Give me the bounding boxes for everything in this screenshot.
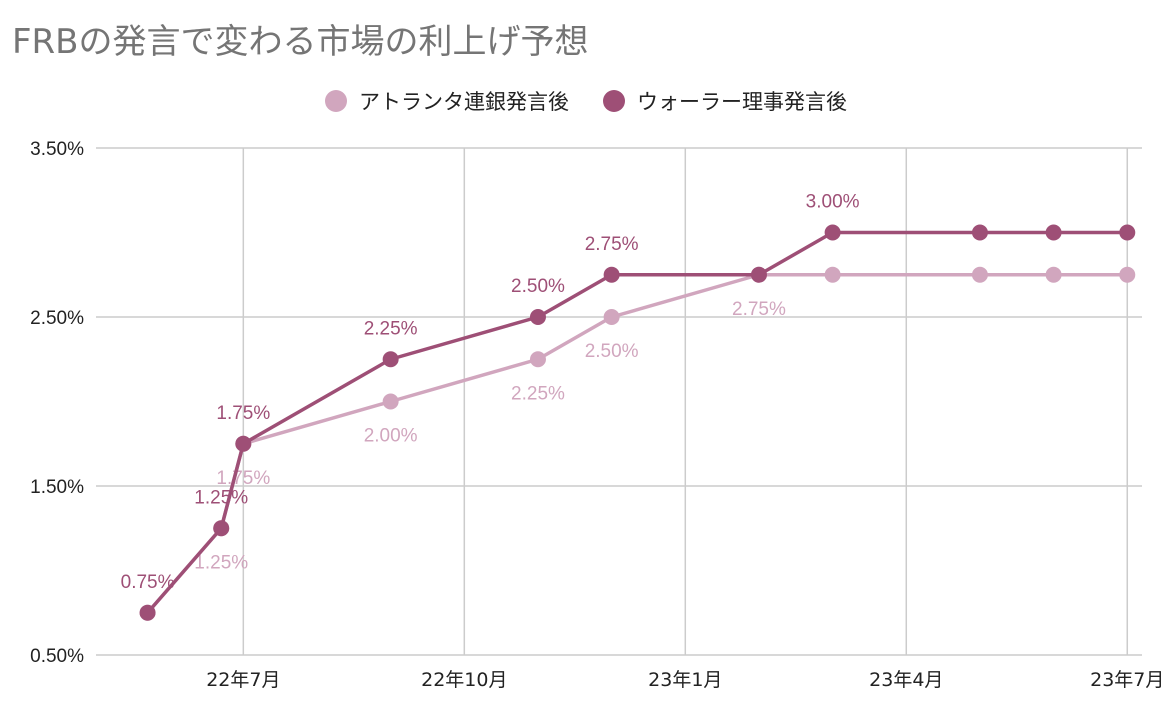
x-tick-label: 23年1月: [648, 669, 722, 691]
data-label-0: 1.25%: [194, 552, 248, 573]
data-point-1: [529, 309, 546, 325]
x-tick-label: 22年10月: [421, 669, 507, 691]
data-point-0: [971, 266, 988, 283]
data-label-1: 2.50%: [511, 276, 565, 297]
data-label-0: 2.00%: [364, 426, 418, 447]
y-tick-label: 0.50%: [30, 646, 84, 667]
x-tick-label: 23年7月: [1090, 669, 1164, 691]
data-point-0: [1045, 266, 1062, 283]
data-label-1: 3.00%: [806, 192, 860, 213]
y-tick-label: 1.50%: [30, 477, 84, 498]
legend-label-waller: ウォーラー理事発言後: [637, 90, 847, 114]
legend-label-atlanta: アトランタ連銀発言後: [359, 90, 569, 114]
series-line-1: [146, 230, 1128, 614]
data-label-0: 2.25%: [511, 383, 565, 404]
data-point-1: [603, 266, 620, 283]
data-point-0: [1119, 266, 1136, 283]
data-point-0: [529, 351, 546, 368]
data-point-1: [213, 520, 230, 537]
data-label-1: 0.75%: [121, 572, 175, 593]
x-tick-label: 23年4月: [869, 669, 943, 691]
data-point-1: [382, 351, 399, 368]
data-point-1: [750, 266, 767, 283]
data-label-1: 2.75%: [585, 234, 639, 255]
data-point-0: [382, 393, 399, 410]
legend: アトランタ連銀発言後 ウォーラー理事発言後: [0, 86, 1172, 116]
data-label-1: 2.25%: [364, 318, 418, 339]
legend-item-waller[interactable]: ウォーラー理事発言後: [603, 86, 847, 116]
data-point-1: [235, 435, 252, 452]
data-point-1: [1119, 224, 1136, 241]
legend-swatch-waller: [603, 90, 625, 112]
data-label-0: 2.75%: [732, 299, 786, 320]
legend-swatch-atlanta: [325, 90, 347, 112]
series-line-0: [146, 273, 1128, 614]
data-label-1: 1.75%: [216, 403, 270, 424]
data-point-0: [824, 266, 841, 283]
data-point-0: [603, 309, 620, 325]
data-label-0: 1.75%: [216, 468, 270, 489]
legend-item-atlanta[interactable]: アトランタ連銀発言後: [325, 86, 569, 116]
y-tick-label: 2.50%: [30, 308, 84, 329]
data-point-1: [971, 224, 988, 241]
data-point-1: [139, 604, 156, 621]
data-point-1: [824, 224, 841, 241]
data-point-1: [1045, 224, 1062, 241]
y-tick-label: 3.50%: [30, 139, 84, 160]
x-tick-label: 22年7月: [206, 669, 280, 691]
chart-title: FRBの発言で変わる市場の利上げ予想: [12, 22, 589, 62]
data-label-1: 1.25%: [194, 487, 248, 508]
data-label-0: 2.50%: [585, 341, 639, 362]
